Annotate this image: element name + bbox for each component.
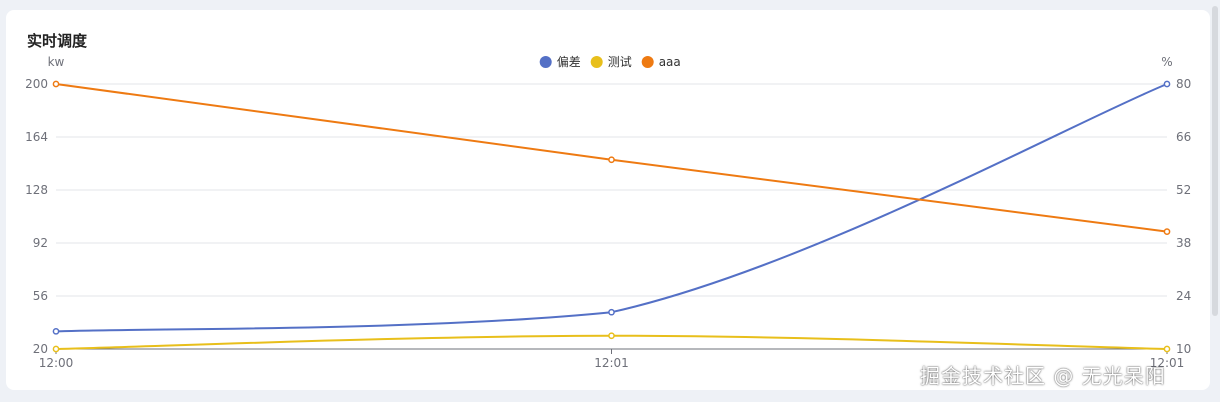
watermark-text: 掘金技术社区 @ 无光呆阳: [920, 364, 1166, 388]
legend-marker[interactable]: [641, 56, 654, 68]
y-axis-right-label: %: [1161, 55, 1172, 69]
legend-label[interactable]: 偏差: [557, 54, 581, 69]
data-point[interactable]: [52, 80, 60, 88]
legend-label[interactable]: 测试: [608, 54, 632, 69]
y-axis-right: % 10 24 38 52 66 80: [1161, 55, 1191, 356]
page-scrollbar[interactable]: [1212, 6, 1218, 316]
y-right-tick-label: 10: [1176, 342, 1191, 356]
legend: 偏差 测试 aaa: [539, 54, 681, 69]
y-axis-left-label: kw: [48, 55, 65, 69]
series-group: [52, 80, 1171, 353]
y-right-tick-label: 24: [1176, 289, 1191, 303]
data-point[interactable]: [1163, 80, 1171, 88]
data-point[interactable]: [52, 327, 60, 335]
panel-title: 实时调度: [27, 32, 88, 50]
data-point[interactable]: [52, 345, 60, 353]
x-tick-label: 12:01: [594, 356, 629, 370]
y-right-tick-label: 66: [1176, 130, 1191, 144]
legend-label[interactable]: aaa: [659, 55, 681, 69]
y-left-tick-label: 164: [25, 130, 48, 144]
legend-marker[interactable]: [590, 56, 603, 68]
y-right-tick-label: 80: [1176, 77, 1191, 91]
y-left-tick-label: 20: [33, 342, 48, 356]
chart-card: [6, 10, 1210, 390]
data-point[interactable]: [1163, 228, 1171, 235]
legend-marker[interactable]: [539, 56, 552, 68]
y-left-tick-label: 56: [33, 289, 48, 303]
y-right-tick-label: 52: [1176, 183, 1191, 197]
data-point[interactable]: [1163, 345, 1171, 353]
data-point[interactable]: [608, 332, 615, 340]
data-point[interactable]: [608, 308, 615, 316]
y-left-tick-label: 92: [33, 236, 48, 250]
y-axis-left: kw 20 56 92 128 164 200: [25, 55, 64, 356]
x-tick-label: 12:01: [1150, 356, 1185, 370]
x-axis: 12:00 12:01 12:01: [39, 349, 1185, 370]
y-right-tick-label: 38: [1176, 236, 1191, 250]
y-left-tick-label: 128: [25, 183, 48, 197]
series-line-0: [55, 83, 1168, 333]
y-left-tick-label: 200: [25, 77, 48, 91]
x-tick-label: 12:00: [39, 356, 74, 370]
data-point[interactable]: [608, 156, 615, 164]
